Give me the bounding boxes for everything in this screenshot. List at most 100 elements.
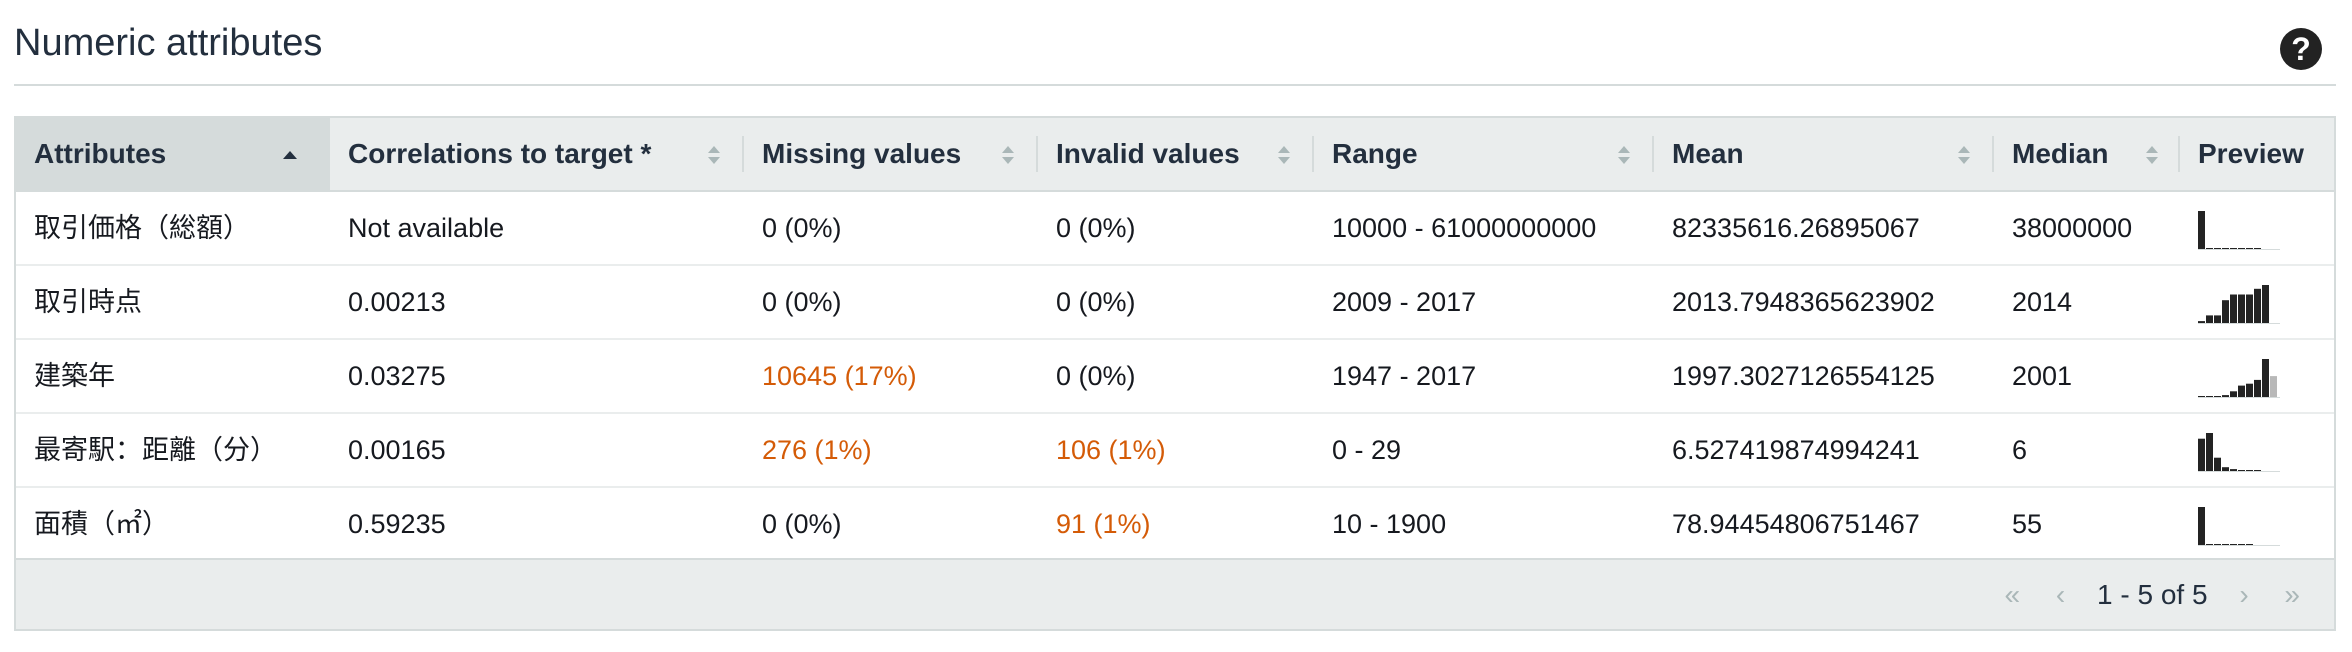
column-divider bbox=[742, 136, 744, 172]
cell-correlation: Not available bbox=[348, 213, 505, 243]
preview-bar bbox=[2222, 300, 2229, 323]
preview-bar bbox=[2262, 285, 2269, 323]
table-header: Attributes Correlations to target * Miss… bbox=[16, 118, 2334, 192]
cell-correlation: 0.03275 bbox=[348, 361, 446, 391]
preview-histogram bbox=[2198, 359, 2280, 398]
preview-bar bbox=[2206, 396, 2213, 397]
preview-histogram bbox=[2198, 507, 2280, 546]
pagination-label: 1 - 5 of 5 bbox=[2097, 579, 2208, 610]
table-row: 建築年 0.03275 10645 (17%) 0 (0%) 1947 - 2017 19… bbox=[16, 340, 2334, 414]
preview-bar bbox=[2214, 248, 2221, 249]
last-page-button[interactable]: » bbox=[2284, 579, 2300, 610]
preview-bar bbox=[2246, 294, 2253, 323]
cell-missing-values: 10645 (17%) bbox=[762, 361, 917, 391]
column-header-median[interactable]: Median bbox=[1994, 118, 2180, 190]
column-label: Missing values bbox=[762, 138, 962, 169]
preview-bar bbox=[2246, 544, 2253, 545]
column-label: Median bbox=[2012, 138, 2109, 169]
column-header-correlations[interactable]: Correlations to target * bbox=[330, 118, 744, 190]
preview-bar bbox=[2246, 470, 2253, 471]
preview-bar bbox=[2254, 288, 2261, 323]
cell-attribute: 取引時点 bbox=[34, 287, 142, 317]
section-header: Numeric attributes ? bbox=[14, 0, 2336, 86]
first-page-button[interactable]: « bbox=[2004, 579, 2021, 610]
preview-bar bbox=[2230, 469, 2237, 471]
cell-median: 38000000 bbox=[2012, 213, 2133, 243]
column-label: Correlations to target * bbox=[348, 138, 652, 169]
cell-range: 0 - 29 bbox=[1332, 435, 1402, 465]
column-header-attributes[interactable]: Attributes bbox=[16, 118, 330, 190]
cell-correlation: 0.00213 bbox=[348, 287, 446, 317]
preview-bar bbox=[2206, 544, 2213, 545]
preview-bar bbox=[2214, 396, 2221, 397]
column-label: Invalid values bbox=[1056, 138, 1240, 169]
column-header-mean[interactable]: Mean bbox=[1654, 118, 1994, 190]
column-divider bbox=[2178, 136, 2180, 172]
preview-bar bbox=[2238, 544, 2245, 545]
column-header-range[interactable]: Range bbox=[1314, 118, 1654, 190]
sort-unsorted-icon bbox=[1958, 146, 1970, 164]
previous-page-button[interactable]: ‹ bbox=[2055, 579, 2066, 610]
preview-histogram bbox=[2198, 211, 2280, 250]
preview-bar bbox=[2222, 248, 2229, 249]
sort-unsorted-icon bbox=[2146, 146, 2158, 164]
cell-attribute: 面積（㎡） bbox=[34, 509, 169, 539]
column-label: Preview bbox=[2198, 138, 2304, 169]
preview-bar bbox=[2254, 379, 2261, 397]
pagination: « ‹ 1 - 5 of 5 › » bbox=[1991, 560, 2314, 629]
sort-unsorted-icon bbox=[1002, 146, 1014, 164]
preview-bar bbox=[2238, 385, 2245, 397]
preview-bar bbox=[2198, 507, 2205, 545]
preview-bar bbox=[2206, 433, 2213, 471]
table-row: 取引時点 0.00213 0 (0%) 0 (0%) 2009 - 2017 2013.7… bbox=[16, 266, 2334, 340]
cell-invalid-values: 106 (1%) bbox=[1056, 435, 1166, 465]
question-icon[interactable]: ? bbox=[2280, 28, 2322, 70]
cell-attribute: 建築年 bbox=[34, 361, 115, 391]
column-divider bbox=[1992, 136, 1994, 172]
preview-bar bbox=[2206, 248, 2213, 249]
cell-mean: 78.94454806751467 bbox=[1672, 509, 1920, 539]
preview-bar bbox=[2214, 544, 2221, 545]
column-divider bbox=[1652, 136, 1654, 172]
section-title: Numeric attributes bbox=[14, 22, 323, 64]
cell-missing-values: 0 (0%) bbox=[762, 213, 842, 243]
preview-bar bbox=[2238, 470, 2245, 471]
cell-invalid-values: 0 (0%) bbox=[1056, 213, 1136, 243]
cell-range: 1947 - 2017 bbox=[1332, 361, 1477, 391]
table-row: 取引価格（総額） Not available 0 (0%) 0 (0%) 10000 -… bbox=[16, 192, 2334, 266]
cell-median: 2001 bbox=[2012, 361, 2073, 391]
sort-unsorted-icon bbox=[1618, 146, 1630, 164]
preview-bar bbox=[2270, 376, 2277, 397]
cell-mean: 82335616.26895067 bbox=[1672, 213, 1920, 243]
column-divider bbox=[1036, 136, 1038, 172]
preview-bar bbox=[2230, 248, 2237, 249]
cell-mean: 6.527419874994241 bbox=[1672, 435, 1920, 465]
column-label: Range bbox=[1332, 138, 1418, 169]
cell-invalid-values: 91 (1%) bbox=[1056, 509, 1151, 539]
cell-mean: 2013.7948365623902 bbox=[1672, 287, 1935, 317]
cell-missing-values: 0 (0%) bbox=[762, 287, 842, 317]
cell-median: 55 bbox=[2012, 509, 2043, 539]
column-label: Attributes bbox=[34, 138, 167, 169]
column-header-missing-values[interactable]: Missing values bbox=[744, 118, 1038, 190]
cell-mean: 1997.3027126554125 bbox=[1672, 361, 1935, 391]
numeric-attributes-table: Attributes Correlations to target * Miss… bbox=[14, 116, 2336, 631]
sort-ascending-icon bbox=[283, 151, 297, 159]
column-header-preview: Preview bbox=[2180, 118, 2334, 190]
table-row: 最寄駅：距離（分） 0.00165 276 (1%) 106 (1%) 0 - 29 6.… bbox=[16, 414, 2334, 488]
table-footer: « ‹ 1 - 5 of 5 › » bbox=[16, 558, 2334, 629]
cell-correlation: 0.59235 bbox=[348, 509, 446, 539]
preview-bar bbox=[2254, 248, 2261, 249]
next-page-button[interactable]: › bbox=[2239, 579, 2249, 610]
preview-bar bbox=[2246, 383, 2253, 397]
column-label: Mean bbox=[1672, 138, 1744, 169]
preview-bar bbox=[2206, 315, 2213, 323]
preview-bar bbox=[2238, 248, 2245, 249]
preview-bar bbox=[2198, 211, 2205, 249]
cell-missing-values: 0 (0%) bbox=[762, 509, 842, 539]
column-divider bbox=[1312, 136, 1314, 172]
cell-attribute: 最寄駅：距離（分） bbox=[34, 435, 277, 465]
preview-bar bbox=[2222, 467, 2229, 471]
preview-bar bbox=[2238, 294, 2245, 323]
column-header-invalid-values[interactable]: Invalid values bbox=[1038, 118, 1314, 190]
